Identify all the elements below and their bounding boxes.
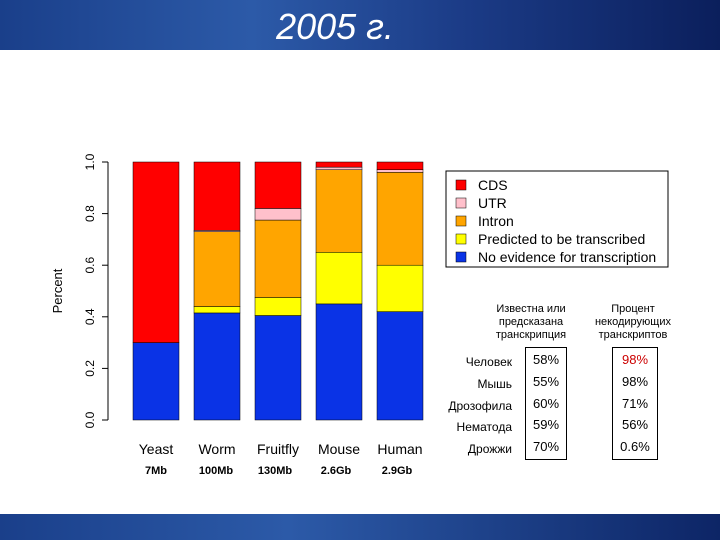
bar-segment xyxy=(376,264,424,312)
noncoding-header-line: некодирующих xyxy=(594,316,671,328)
bar-segment xyxy=(315,252,363,305)
genome-size-label: 2.9Gb xyxy=(381,465,413,477)
x-category-label: Human xyxy=(377,441,422,457)
noncoding-box: 98% 98% 71% 56% 0.6% xyxy=(612,347,658,460)
legend-entry: Intron xyxy=(478,213,514,229)
legend-entry: UTR xyxy=(478,195,507,211)
bar-segment xyxy=(376,169,424,173)
x-category-label: Worm xyxy=(198,441,235,457)
bar-segment xyxy=(193,231,241,307)
y-tick-label: 1.0 xyxy=(83,153,97,170)
y-tick-label: 0.0 xyxy=(83,411,97,428)
noncoding-value: 56% xyxy=(621,417,649,432)
noncoding-header: Процент некодирующих транскриптов xyxy=(578,303,688,342)
noncoding-value: 71% xyxy=(621,396,649,411)
bar-segment xyxy=(193,161,241,231)
bar-segment xyxy=(254,297,302,316)
known-header-line: транскрипция xyxy=(495,329,567,341)
known-value: 58% xyxy=(532,352,560,367)
legend-entry: No evidence for transcription xyxy=(478,249,656,265)
bar-segment xyxy=(132,161,180,343)
species-name: Человек xyxy=(465,355,512,369)
noncoding-value: 98% xyxy=(621,374,649,389)
x-category-label: Fruitfly xyxy=(257,441,299,457)
bar-segment xyxy=(254,315,302,421)
bar-segment xyxy=(315,169,363,253)
bar-segment xyxy=(315,303,363,421)
x-category-label: Mouse xyxy=(318,441,360,457)
genome-size-label: 130Mb xyxy=(257,465,293,477)
legend-swatch xyxy=(455,251,467,263)
known-value: 55% xyxy=(532,374,560,389)
bar-segment xyxy=(132,342,180,421)
legend-swatch xyxy=(455,233,467,245)
y-axis-label: Percent xyxy=(50,268,65,313)
known-value: 70% xyxy=(532,439,560,454)
bottom-bar xyxy=(0,514,720,540)
genome-size-label: 2.6Gb xyxy=(320,465,352,477)
genome-size-label: 100Mb xyxy=(198,465,234,477)
known-transcription-box: 58% 55% 60% 59% 70% xyxy=(525,347,567,460)
species-name: Дрозофила xyxy=(448,399,512,413)
bar-segment xyxy=(376,311,424,421)
known-header-line: предсказана xyxy=(498,316,564,328)
slide-title: 2005 г. xyxy=(276,6,394,47)
known-value: 60% xyxy=(532,396,560,411)
noncoding-value: 0.6% xyxy=(620,439,650,454)
legend-swatch xyxy=(455,179,467,191)
species-name: Мышь xyxy=(477,377,513,391)
bar-segment xyxy=(254,161,302,209)
legend-box xyxy=(445,170,669,268)
legend-entry: CDS xyxy=(478,177,508,193)
bar-segment xyxy=(376,161,424,170)
legend-entry: Predicted to be transcribed xyxy=(478,231,645,247)
bar-segment xyxy=(193,306,241,314)
bar-segment xyxy=(254,219,302,298)
bar-segment xyxy=(254,208,302,221)
genome-size-label: 7Mb xyxy=(145,465,167,477)
bar-segment xyxy=(315,161,363,168)
noncoding-header-line: транскриптов xyxy=(598,329,668,341)
y-tick-label: 0.6 xyxy=(83,257,97,274)
x-category-label: Yeast xyxy=(139,441,174,457)
noncoding-value: 98% xyxy=(621,352,649,367)
y-tick-label: 0.2 xyxy=(83,360,97,377)
bar-segment xyxy=(193,312,241,421)
known-value: 59% xyxy=(532,417,560,432)
noncoding-header-line: Процент xyxy=(611,303,655,315)
known-transcription-header: Известна или предсказана транскрипция xyxy=(476,303,586,342)
legend-swatch xyxy=(455,197,467,209)
y-tick-label: 0.8 xyxy=(83,205,97,222)
bar-segment xyxy=(376,172,424,266)
bar-segment xyxy=(315,166,363,170)
species-name: Дрожжи xyxy=(467,442,512,456)
known-header-line: Известна или xyxy=(496,303,566,315)
title-bar: 2005 г. xyxy=(0,0,720,50)
species-name: Нематода xyxy=(456,420,512,434)
y-tick-label: 0.4 xyxy=(83,308,97,325)
legend-swatch xyxy=(455,215,467,227)
